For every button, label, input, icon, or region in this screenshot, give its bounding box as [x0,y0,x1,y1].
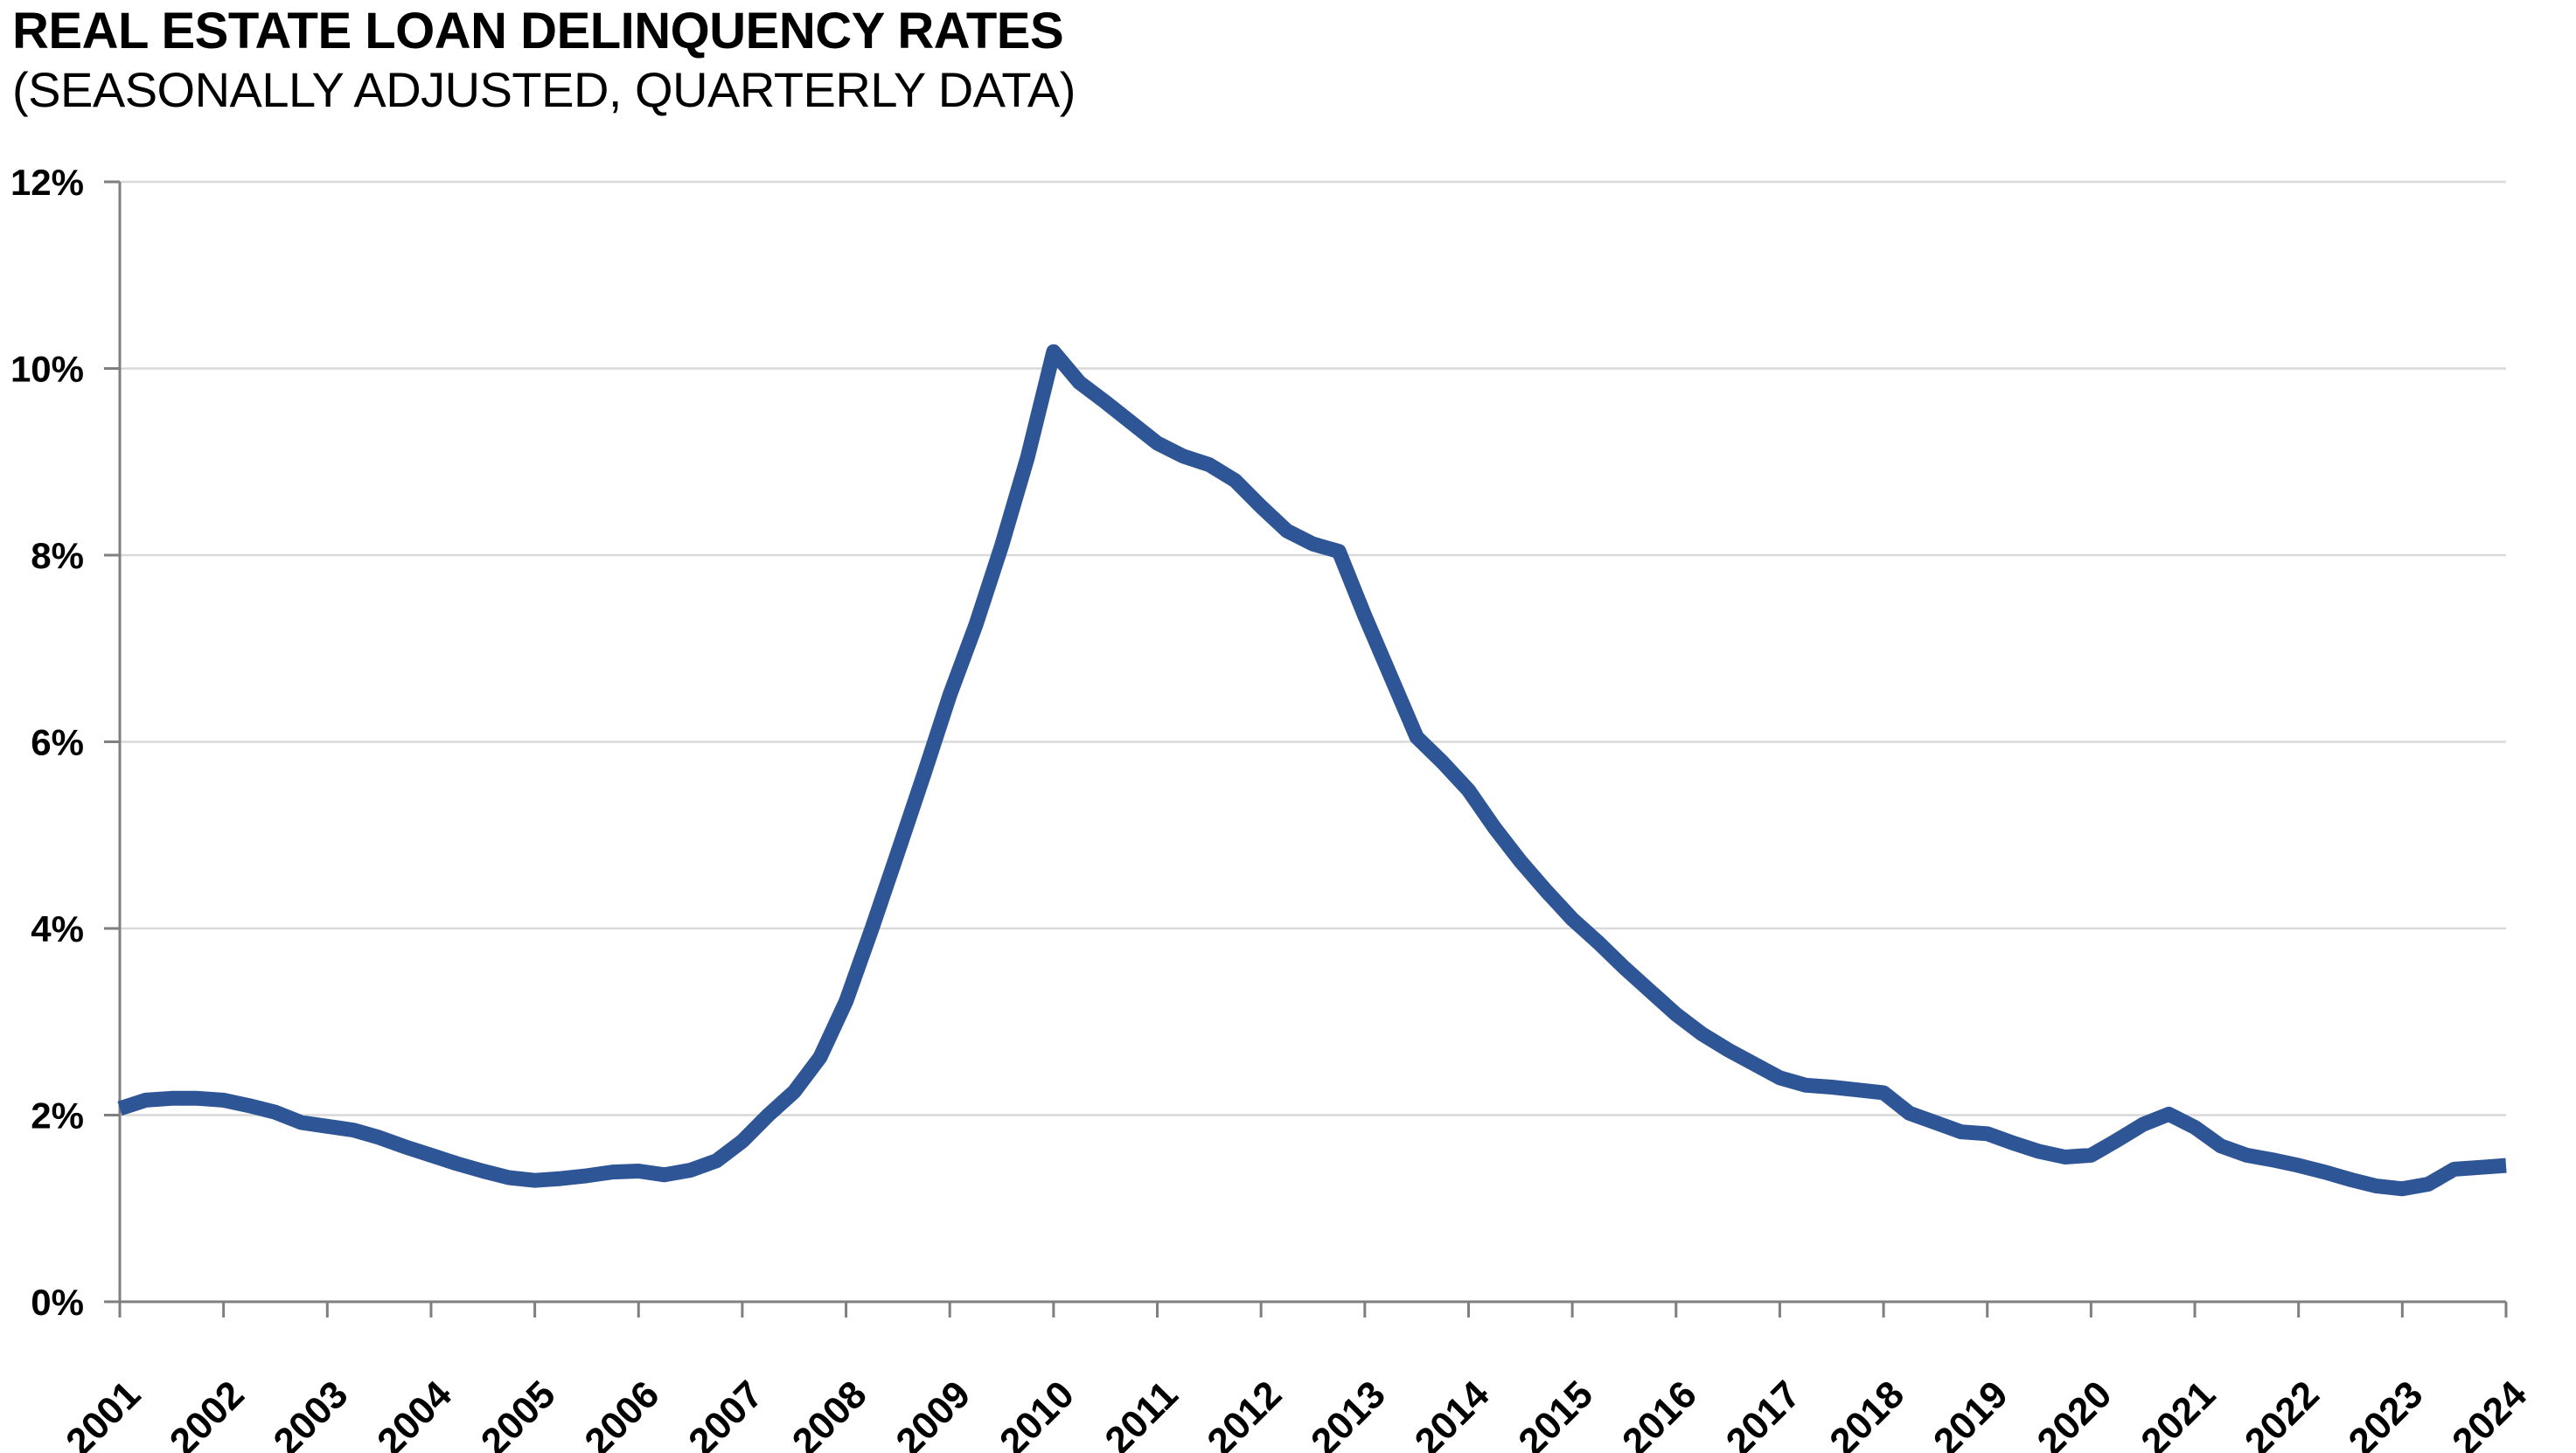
x-axis-label: 2020 [2029,1373,2120,1453]
y-axis-label: 12% [10,162,84,203]
x-axis-label: 2008 [784,1373,875,1453]
x-axis-label: 2023 [2341,1373,2432,1453]
gridlines-group [120,180,2506,1116]
x-axis-label: 2021 [2133,1373,2224,1453]
y-axis-labels-group: 0% 2% 4% 6% 8% 10% 12% [10,162,84,1323]
x-axis-label: 2001 [58,1373,149,1453]
x-axis-label: 2014 [1407,1373,1498,1453]
x-axis-labels-group: 2001 2002 2003 2004 2005 2006 2007 2008 2009 2010… [58,1373,2535,1453]
x-axis-label: 2015 [1510,1373,1601,1453]
x-axis-label: 2007 [680,1373,771,1453]
x-axis-label: 2010 [992,1373,1083,1453]
chart-title: REAL ESTATE LOAN DELINQUENCY RATES [12,3,1064,59]
axes-group [118,182,2506,1304]
x-axis-label: 2012 [1199,1373,1290,1453]
x-axis-label: 2016 [1614,1373,1705,1453]
chart-subtitle: (SEASONALLY ADJUSTED, QUARTERLY DATA) [12,62,1076,117]
y-axis-label: 4% [31,908,84,949]
x-axis-label: 2022 [2237,1373,2328,1453]
x-axis-label: 2013 [1303,1373,1394,1453]
y-axis-ticks-group [104,180,120,1304]
y-axis-label: 6% [31,722,84,763]
x-axis-label: 2002 [162,1373,253,1453]
x-axis-ticks-group [118,1302,2508,1317]
x-axis-label: 2017 [1718,1373,1809,1453]
x-axis-label: 2018 [1821,1373,1912,1453]
x-axis-label: 2024 [2444,1373,2535,1453]
x-axis-label: 2019 [1925,1373,2016,1453]
y-axis-label: 8% [31,535,84,576]
x-axis-label: 2006 [576,1373,667,1453]
x-axis-label: 2004 [369,1373,460,1453]
x-axis-label: 2011 [1097,1373,1186,1453]
y-axis-label: 0% [31,1282,84,1323]
y-axis-label: 10% [10,349,84,390]
data-line [117,344,2507,1197]
x-axis-label: 2005 [473,1373,564,1453]
y-axis-label: 2% [31,1095,84,1137]
x-axis-label: 2003 [266,1373,357,1453]
x-axis-label: 2009 [888,1373,978,1453]
